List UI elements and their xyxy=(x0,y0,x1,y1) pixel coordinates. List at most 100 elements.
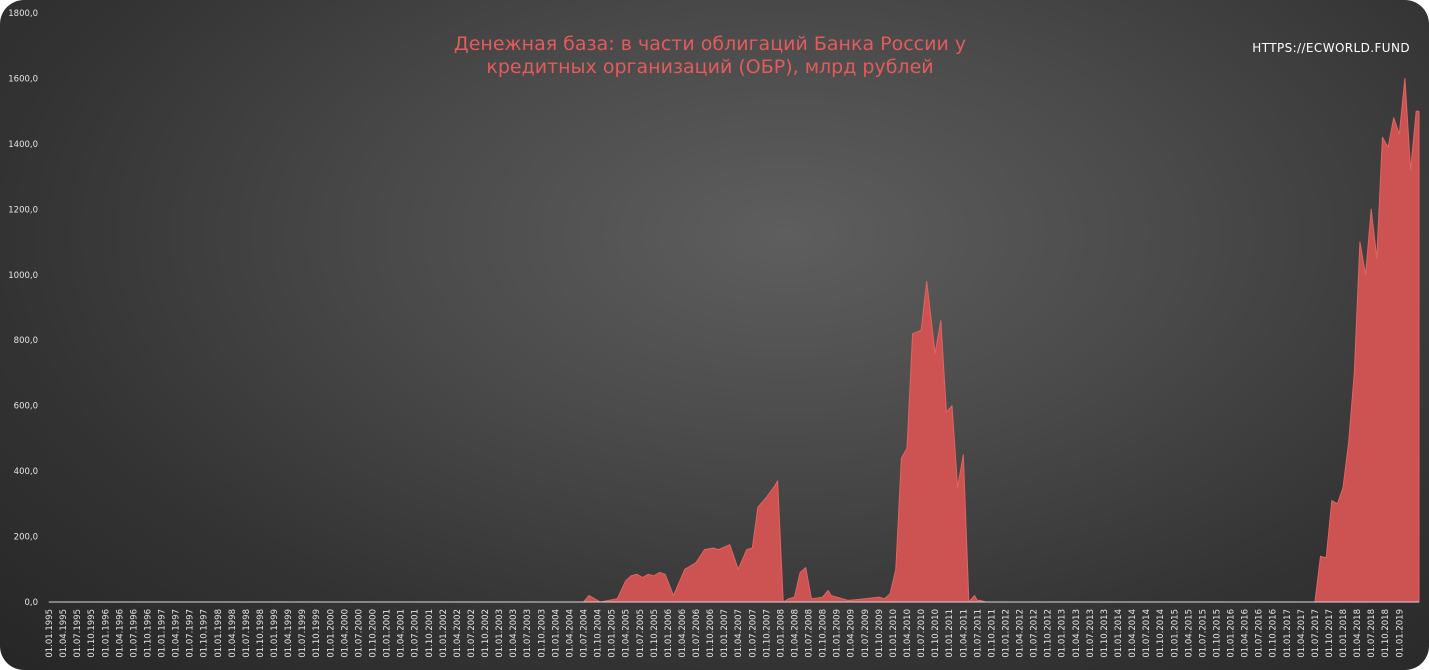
x-tick-label: 01.07.2016 xyxy=(1255,609,1265,658)
x-tick-label: 01.04.2015 xyxy=(1184,609,1194,658)
x-tick-label: 01.01.2003 xyxy=(495,609,505,658)
x-tick-label: 01.07.2004 xyxy=(579,609,589,658)
x-tick-label: 01.07.1996 xyxy=(129,609,139,658)
x-tick-label: 01.04.2006 xyxy=(678,609,688,658)
y-tick-label: 1000,0 xyxy=(8,271,38,281)
x-tick-label: 01.07.2006 xyxy=(692,609,702,658)
x-tick-label: 01.04.2018 xyxy=(1353,609,1363,658)
chart-title: Денежная база: в части облигаций Банка Р… xyxy=(453,33,967,78)
x-tick-label: 01.04.2017 xyxy=(1297,609,1307,658)
x-tick-label: 01.01.1997 xyxy=(158,609,168,658)
x-tick-label: 01.01.2000 xyxy=(326,609,336,658)
x-tick-label: 01.04.2001 xyxy=(397,609,407,658)
x-tick-label: 01.01.2013 xyxy=(1058,609,1068,658)
series-area xyxy=(48,77,1420,603)
x-tick-label: 01.01.2012 xyxy=(1001,609,1011,658)
x-tick-label: 01.01.2006 xyxy=(664,609,674,658)
x-tick-label: 01.01.2011 xyxy=(945,609,955,658)
x-tick-label: 01.04.1998 xyxy=(228,609,238,658)
x-tick-label: 01.04.1999 xyxy=(284,609,294,658)
x-tick-label: 01.04.1996 xyxy=(115,609,125,658)
x-tick-label: 01.10.2005 xyxy=(650,609,660,658)
x-tick-label: 01.10.2015 xyxy=(1212,609,1222,658)
x-tick-label: 01.10.2008 xyxy=(819,609,829,658)
x-tick-label: 01.10.2013 xyxy=(1100,609,1110,658)
x-tick-label: 01.10.2000 xyxy=(369,609,379,658)
x-axis: 01.01.1995 01.04.1995 01.07.1995 01.10.1995… xyxy=(45,609,1405,658)
x-tick-label: 01.10.2012 xyxy=(1044,609,1054,658)
y-axis: 0,0 200,0 400,0 600,0 800,0 1000,0 1200,0 1400,… xyxy=(8,9,38,608)
x-tick-label: 01.07.2007 xyxy=(748,609,758,658)
y-tick-label: 400,0 xyxy=(14,467,38,477)
y-tick-label: 800,0 xyxy=(14,336,38,346)
x-tick-label: 01.01.2009 xyxy=(833,609,843,658)
x-tick-label: 01.10.2007 xyxy=(762,609,772,658)
x-tick-label: 01.07.1998 xyxy=(242,609,252,658)
x-tick-label: 01.01.2007 xyxy=(720,609,730,658)
x-tick-label: 01.04.1997 xyxy=(172,609,182,658)
x-tick-label: 01.10.2016 xyxy=(1269,609,1279,658)
y-tick-label: 1600,0 xyxy=(8,74,38,84)
x-tick-label: 01.01.2008 xyxy=(776,609,786,658)
x-tick-label: 01.04.2004 xyxy=(565,609,575,658)
x-tick-label: 01.01.2014 xyxy=(1114,609,1124,658)
x-tick-label: 01.04.2000 xyxy=(340,609,350,658)
x-tick-label: 01.10.2009 xyxy=(875,609,885,658)
x-tick-label: 01.10.1999 xyxy=(312,609,322,658)
y-tick-label: 1400,0 xyxy=(8,140,38,150)
x-tick-label: 01.10.2014 xyxy=(1156,609,1166,658)
x-tick-label: 01.04.2012 xyxy=(1016,609,1026,658)
x-tick-label: 01.07.2002 xyxy=(467,609,477,658)
x-tick-label: 01.10.2002 xyxy=(481,609,491,658)
x-tick-label: 01.10.1996 xyxy=(143,609,153,658)
x-tick-label: 01.01.1996 xyxy=(101,609,111,658)
x-tick-label: 01.01.2001 xyxy=(383,609,393,658)
x-tick-label: 01.01.2019 xyxy=(1395,609,1405,658)
x-tick-label: 01.01.1998 xyxy=(214,609,224,658)
x-tick-label: 01.07.2011 xyxy=(973,609,983,658)
x-tick-label: 01.01.2004 xyxy=(551,609,561,658)
x-tick-label: 01.04.2008 xyxy=(790,609,800,658)
x-tick-label: 01.10.2010 xyxy=(931,609,941,658)
x-tick-label: 01.04.2003 xyxy=(509,609,519,658)
x-tick-label: 01.10.1997 xyxy=(200,609,210,658)
x-tick-label: 01.10.2017 xyxy=(1325,609,1335,658)
x-tick-label: 01.07.2018 xyxy=(1367,609,1377,658)
x-tick-label: 01.04.2011 xyxy=(959,609,969,658)
x-tick-label: 01.04.2007 xyxy=(734,609,744,658)
x-tick-label: 01.07.2005 xyxy=(636,609,646,658)
x-tick-label: 01.07.1995 xyxy=(73,609,83,658)
x-tick-label: 01.01.2005 xyxy=(608,609,618,658)
x-tick-label: 01.04.2009 xyxy=(847,609,857,658)
x-tick-label: 01.07.2012 xyxy=(1030,609,1040,658)
watermark: HTTPS://ECWORLD.FUND xyxy=(1252,41,1410,55)
x-tick-label: 01.10.1998 xyxy=(256,609,266,658)
x-tick-label: 01.10.2004 xyxy=(594,609,604,658)
x-tick-label: 01.07.2014 xyxy=(1142,609,1152,658)
series-area-group xyxy=(48,77,1420,603)
x-tick-label: 01.04.2016 xyxy=(1241,609,1251,658)
y-tick-label: 0,0 xyxy=(24,598,38,608)
x-tick-label: 01.01.1999 xyxy=(270,609,280,658)
x-tick-label: 01.07.2009 xyxy=(861,609,871,658)
x-tick-label: 01.01.2017 xyxy=(1283,609,1293,658)
x-tick-label: 01.04.1995 xyxy=(59,609,69,658)
y-tick-label: 1800,0 xyxy=(8,9,38,19)
x-tick-label: 01.01.2010 xyxy=(889,609,899,658)
y-tick-label: 200,0 xyxy=(14,533,38,543)
x-tick-label: 01.07.2008 xyxy=(805,609,815,658)
x-tick-label: 01.10.2011 xyxy=(987,609,997,658)
y-tick-label: 1200,0 xyxy=(8,205,38,215)
x-tick-label: 01.07.2013 xyxy=(1086,609,1096,658)
x-tick-label: 01.10.1995 xyxy=(87,609,97,658)
x-tick-label: 01.01.2016 xyxy=(1227,609,1237,658)
x-tick-label: 01.04.2013 xyxy=(1072,609,1082,658)
x-tick-label: 01.10.2001 xyxy=(425,609,435,658)
x-tick-label: 01.04.2005 xyxy=(622,609,632,658)
x-tick-label: 01.07.2015 xyxy=(1198,609,1208,658)
x-tick-label: 01.01.2018 xyxy=(1339,609,1349,658)
x-tick-label: 01.01.2015 xyxy=(1170,609,1180,658)
x-tick-label: 01.01.2002 xyxy=(439,609,449,658)
